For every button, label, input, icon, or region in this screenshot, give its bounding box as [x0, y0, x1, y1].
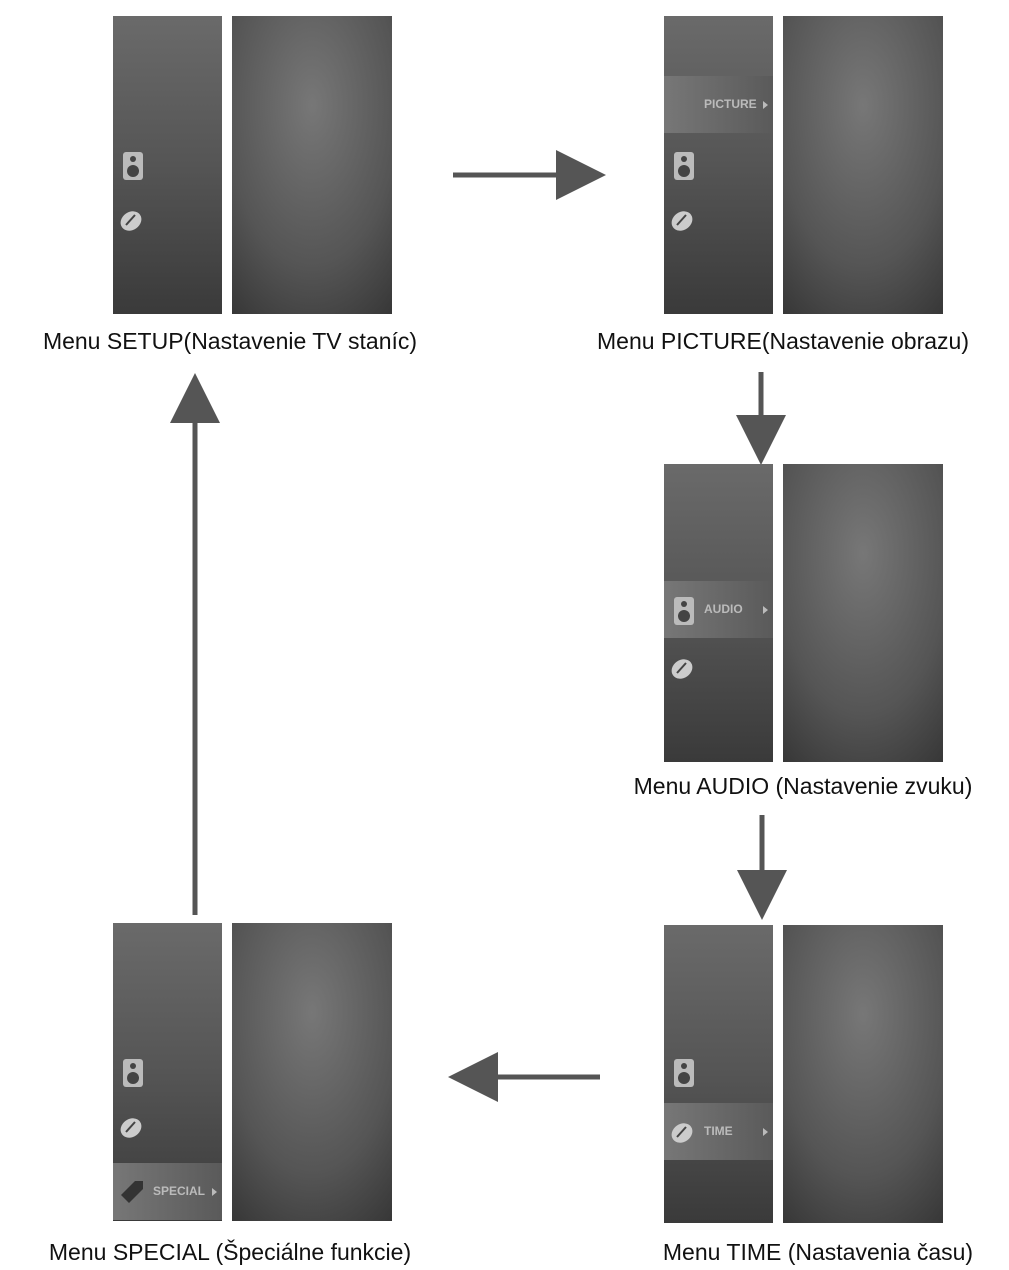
menu-screen: SPECIAL Menu SPECIAL (Špeciálne funkcie) [49, 923, 411, 1265]
speaker-tweeter [130, 156, 136, 162]
menu-screen: Menu SETUP(Nastavenie TV staníc) [43, 16, 417, 354]
highlight-label: SPECIAL [153, 1184, 205, 1198]
speaker-tweeter [130, 1063, 136, 1069]
speaker-cone [678, 165, 690, 177]
menu-screen: AUDIO Menu AUDIO (Nastavenie zvuku) [634, 464, 973, 799]
speaker-tweeter [681, 601, 687, 607]
caption: Menu AUDIO (Nastavenie zvuku) [634, 773, 973, 799]
speaker-cone [127, 1072, 139, 1084]
caption: Menu PICTURE(Nastavenie obrazu) [597, 328, 969, 354]
speaker-cone [678, 610, 690, 622]
menu-diagram: Menu SETUP(Nastavenie TV staníc) PICTURE M… [0, 0, 1009, 1270]
highlight-label: PICTURE [704, 97, 757, 111]
preview-pane [783, 16, 943, 314]
preview-pane [783, 925, 943, 1223]
menu-screen: PICTURE Menu PICTURE(Nastavenie obrazu) [597, 16, 969, 354]
caption: Menu SETUP(Nastavenie TV staníc) [43, 328, 417, 354]
caption: Menu SPECIAL (Špeciálne funkcie) [49, 1238, 411, 1265]
speaker-cone [127, 165, 139, 177]
speaker-tweeter [681, 156, 687, 162]
preview-pane [232, 923, 392, 1221]
speaker-cone [678, 1072, 690, 1084]
speaker-tweeter [681, 1063, 687, 1069]
highlight-label: TIME [704, 1124, 733, 1138]
preview-pane [783, 464, 943, 762]
preview-pane [232, 16, 392, 314]
menu-screen: TIME Menu TIME (Nastavenia času) [663, 925, 973, 1265]
caption: Menu TIME (Nastavenia času) [663, 1239, 973, 1265]
highlight-label: AUDIO [704, 602, 743, 616]
